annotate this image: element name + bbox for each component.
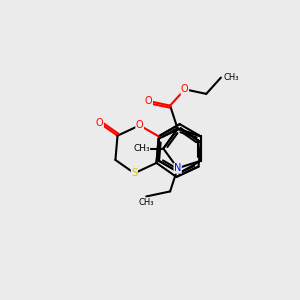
Text: O: O [136, 120, 143, 130]
Text: S: S [131, 168, 137, 178]
Text: CH₃: CH₃ [139, 198, 154, 207]
Text: O: O [96, 118, 104, 128]
Text: N: N [174, 163, 181, 173]
Text: CH₃: CH₃ [133, 144, 150, 153]
Text: CH₃: CH₃ [224, 73, 239, 82]
Text: O: O [181, 84, 189, 94]
Text: O: O [145, 96, 152, 106]
